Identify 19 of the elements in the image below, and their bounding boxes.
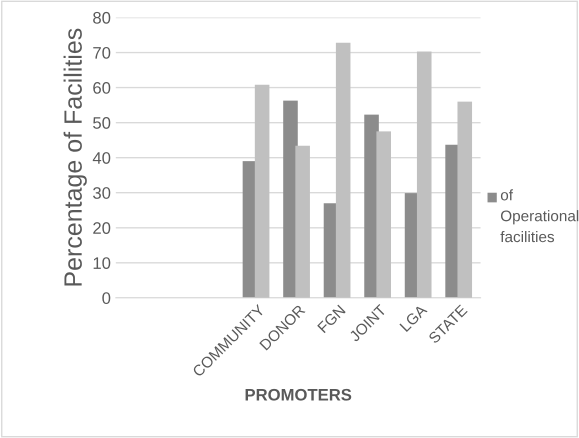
y-tick-label: 80 <box>93 12 110 24</box>
y-tick-label: 10 <box>94 257 110 270</box>
bar <box>254 84 270 298</box>
bar <box>457 102 472 298</box>
bar <box>416 52 432 298</box>
y-tick-label: 20 <box>93 222 110 234</box>
y-tick-label: 50 <box>93 117 110 129</box>
y-tick-label: 60 <box>93 82 110 94</box>
bar <box>376 131 391 298</box>
y-tick-label: 70 <box>93 46 110 59</box>
x-tick-label: LGA <box>399 304 428 332</box>
y-tick-label: 40 <box>92 152 110 164</box>
y-tick-label: 30 <box>93 187 110 199</box>
bar <box>295 146 310 298</box>
bar <box>336 42 350 298</box>
legend-label: of Operational facilities <box>500 189 578 242</box>
x-axis-title: PROMOTERS <box>246 388 352 401</box>
y-tick-label: 0 <box>102 292 110 304</box>
y-axis-title: Percentage of Facilities <box>64 28 87 286</box>
